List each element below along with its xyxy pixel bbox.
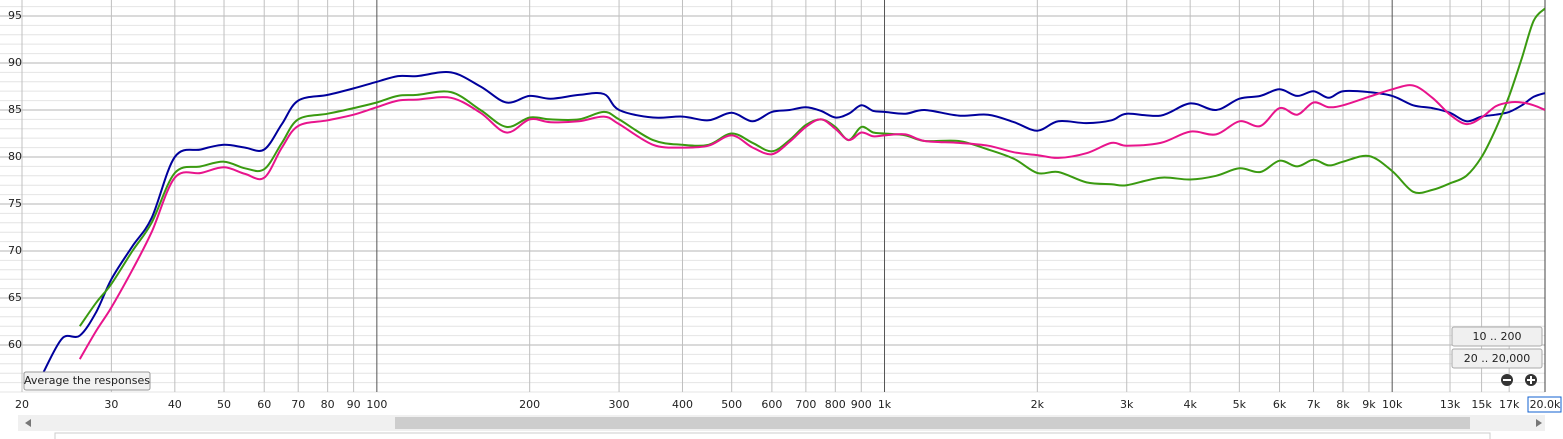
x-tick-label: 2k xyxy=(1031,398,1045,411)
grid xyxy=(0,0,1546,393)
x-tick-label: 50 xyxy=(217,398,231,411)
y-tick-label: 80 xyxy=(8,150,22,163)
x-tick-label: 8k xyxy=(1336,398,1350,411)
x-tick-label: 60 xyxy=(257,398,271,411)
zoom-out-button[interactable] xyxy=(1501,374,1513,386)
y-tick-label: 75 xyxy=(8,197,22,210)
y-tick-label: 90 xyxy=(8,56,22,69)
range-button[interactable]: 10 .. 200 xyxy=(1451,326,1543,347)
panel-edge xyxy=(54,432,1491,439)
scroll-thumb[interactable] xyxy=(395,417,1470,429)
y-tick-label: 70 xyxy=(8,244,22,257)
response-line xyxy=(78,84,1545,360)
x-tick-label: 900 xyxy=(851,398,872,411)
y-tick-label: 85 xyxy=(8,103,22,116)
response-line xyxy=(42,71,1545,374)
x-tick-label: 40 xyxy=(168,398,182,411)
x-tick-label: 800 xyxy=(825,398,846,411)
x-tick-label: 15k xyxy=(1471,398,1492,411)
x-tick-label: 200 xyxy=(519,398,540,411)
y-tick-label: 60 xyxy=(8,338,22,351)
x-tick-label: 20.0k xyxy=(1530,398,1561,411)
x-tick-label: 10k xyxy=(1382,398,1403,411)
x-tick-label: 3k xyxy=(1120,398,1134,411)
x-tick-label: 100 xyxy=(366,398,387,411)
labels: 60 65 70 75 80 85 90 95 20 30 40 50 60 70 80 90 100 200 30… xyxy=(8,9,1562,413)
average-button[interactable]: Average the responses xyxy=(23,371,151,391)
lines xyxy=(42,7,1545,374)
range-button-label: 10 .. 200 xyxy=(1473,330,1522,343)
x-tick-label: 300 xyxy=(609,398,630,411)
x-tick-label: 4k xyxy=(1183,398,1197,411)
x-tick-label: 90 xyxy=(347,398,361,411)
x-tick-label: 13k xyxy=(1440,398,1461,411)
x-tick-label: 20 xyxy=(15,398,29,411)
x-tick-label: 6k xyxy=(1273,398,1287,411)
x-tick-label: 80 xyxy=(321,398,335,411)
x-tick-label: 17k xyxy=(1499,398,1520,411)
average-button-label: Average the responses xyxy=(24,374,150,387)
x-tick-label: 5k xyxy=(1233,398,1247,411)
scrollbar[interactable] xyxy=(18,415,1545,431)
x-tick-label: 700 xyxy=(795,398,816,411)
y-tick-label: 95 xyxy=(8,9,22,22)
x-tick-label: 30 xyxy=(104,398,118,411)
x-tick-label: 1k xyxy=(878,398,892,411)
x-tick-label: 600 xyxy=(761,398,782,411)
range-button-label: 20 .. 20,000 xyxy=(1464,352,1530,365)
range-button[interactable]: 20 .. 20,000 xyxy=(1451,348,1543,369)
zoom-in-button[interactable] xyxy=(1525,374,1537,386)
x-tick-label: 400 xyxy=(672,398,693,411)
x-tick-label: 9k xyxy=(1362,398,1376,411)
y-tick-label: 65 xyxy=(8,291,22,304)
x-tick-label: 500 xyxy=(721,398,742,411)
x-tick-label: 70 xyxy=(291,398,305,411)
x-tick-label: 7k xyxy=(1307,398,1321,411)
x-tick-box xyxy=(1527,396,1562,413)
